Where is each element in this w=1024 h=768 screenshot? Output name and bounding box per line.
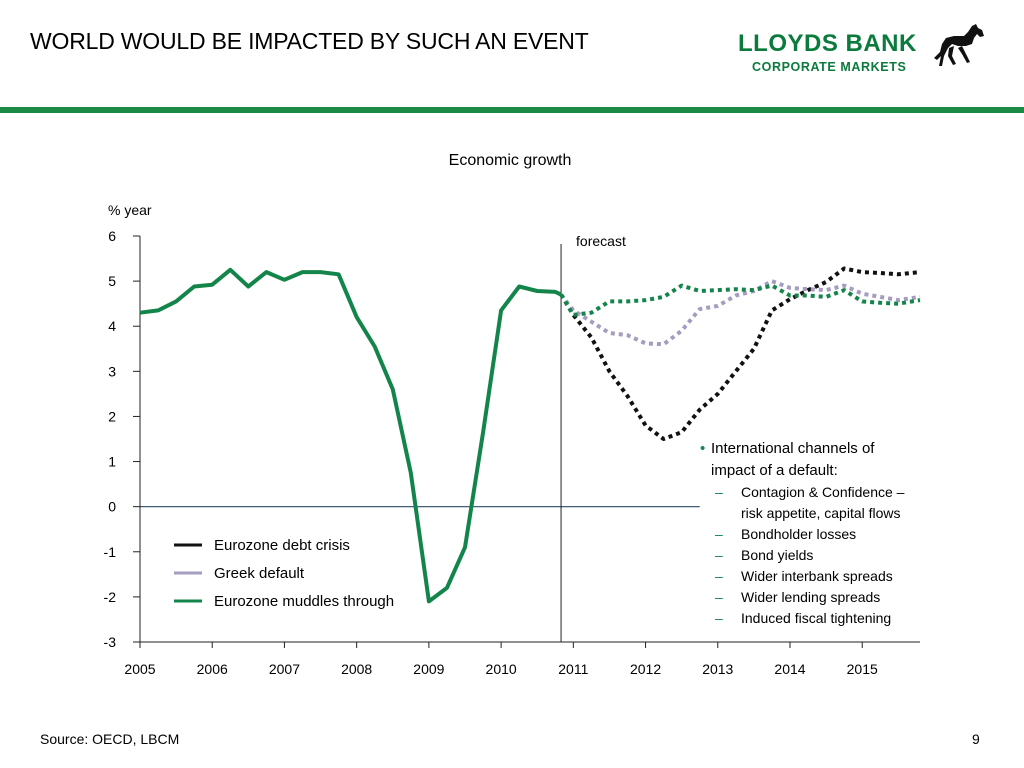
- y-tick-label: 3: [108, 363, 116, 379]
- annotation-item-line: Bond yields: [741, 547, 813, 563]
- chart-title: Economic growth: [449, 152, 572, 169]
- x-tick-label: 2012: [630, 661, 661, 677]
- annotation-item-line: Contagion & Confidence –: [741, 484, 905, 500]
- page-number: 9: [972, 731, 980, 747]
- annotation-item-line: Wider lending spreads: [741, 589, 880, 605]
- legend-label: Eurozone muddles through: [214, 593, 394, 610]
- annotation-item-line: risk appetite, capital flows: [741, 505, 901, 521]
- annotation-dash: –: [715, 547, 723, 563]
- source-note: Source: OECD, LBCM: [40, 731, 180, 747]
- lloyds-bank-logo: LLOYDS BANK CORPORATE MARKETS: [738, 24, 988, 78]
- annotation-heading-line: International channels of: [711, 440, 875, 457]
- axes: 6 5 4 3 2 1 0 -1 -2 -3 2005 2006 2007 2008 2009 2010 201…: [104, 228, 920, 677]
- legend-label: Eurozone debt crisis: [214, 537, 350, 554]
- y-tick-label: 5: [108, 273, 116, 289]
- default-channels-annotation: • International channels of impact of a de…: [700, 440, 905, 626]
- y-tick-label: -3: [104, 634, 117, 650]
- y-tick-label: 1: [108, 454, 116, 470]
- y-tick-label: -2: [104, 589, 117, 605]
- x-tick-label: 2009: [413, 661, 444, 677]
- x-tick-label: 2013: [702, 661, 733, 677]
- x-tick-label: 2010: [486, 661, 517, 677]
- forecast-label: forecast: [576, 233, 626, 249]
- x-tick-label: 2014: [774, 661, 805, 677]
- header-divider: [0, 107, 1024, 113]
- y-tick-label: 6: [108, 228, 116, 244]
- eurozone-muddles-through-line: [559, 283, 921, 317]
- series-lines: [139, 266, 921, 604]
- x-tick-label: 2006: [197, 661, 228, 677]
- y-tick-label: -1: [104, 544, 117, 560]
- x-tick-label: 2007: [269, 661, 300, 677]
- slide-title: WORLD WOULD BE IMPACTED BY SUCH AN EVENT: [30, 28, 589, 54]
- legend: Eurozone debt crisis Greek default Eurozon…: [174, 537, 394, 610]
- y-tick-label: 2: [108, 408, 116, 424]
- annotation-item-line: Induced fiscal tightening: [741, 610, 891, 626]
- x-tick-label: 2015: [847, 661, 878, 677]
- annotation-heading-line: impact of a default:: [711, 462, 838, 479]
- x-tick-label: 2011: [558, 661, 588, 677]
- history-line: [139, 267, 562, 604]
- annotation-bullet: •: [700, 440, 705, 457]
- black-horse-icon: [934, 24, 984, 66]
- y-tick-label: 4: [108, 318, 116, 334]
- annotation-item-line: Bondholder losses: [741, 526, 856, 542]
- greek-default-line: [559, 279, 921, 347]
- annotation-dash: –: [715, 589, 723, 605]
- legend-label: Greek default: [214, 565, 305, 582]
- y-axis-label: % year: [108, 202, 152, 218]
- forecast-marker: forecast: [560, 233, 626, 642]
- annotation-item-line: Wider interbank spreads: [741, 568, 893, 584]
- annotation-dash: –: [715, 568, 723, 584]
- logo-name: LLOYDS BANK: [738, 30, 917, 57]
- economic-growth-chart: Economic growth % year 6 5 4 3 2 1 0 -1 -2 -3 2005…: [104, 152, 921, 677]
- annotation-dash: –: [715, 526, 723, 542]
- logo-subtitle: CORPORATE MARKETS: [752, 60, 907, 74]
- x-tick-label: 2008: [341, 661, 372, 677]
- y-tick-label: 0: [108, 499, 116, 515]
- annotation-dash: –: [715, 610, 723, 626]
- annotation-dash: –: [715, 484, 723, 500]
- x-tick-label: 2005: [124, 661, 155, 677]
